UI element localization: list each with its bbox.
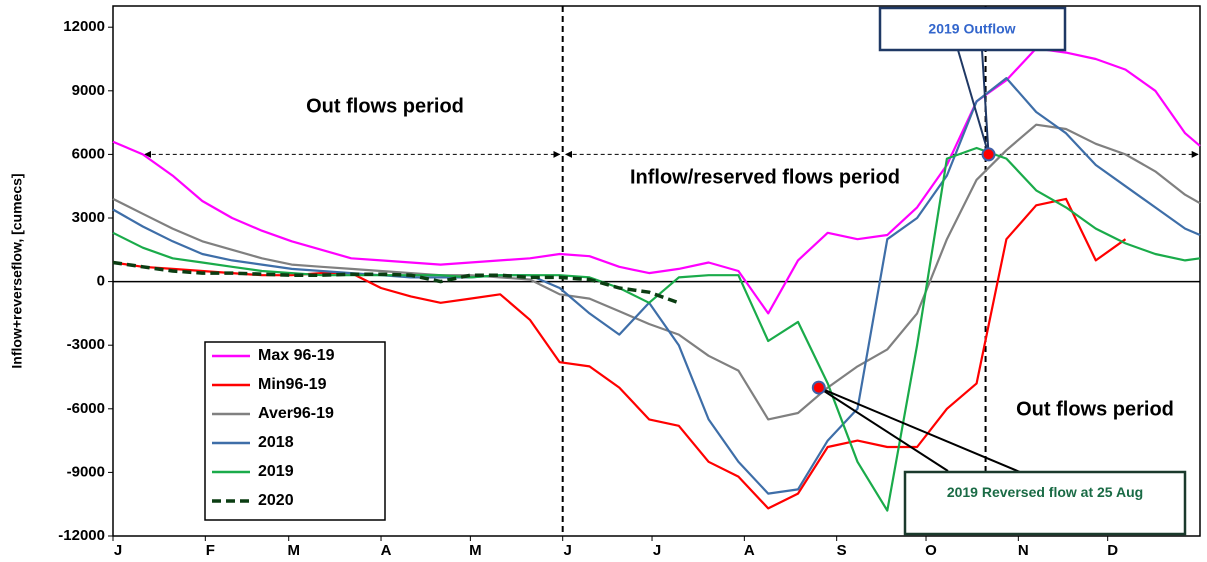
legend-label: 2018	[258, 434, 294, 451]
legend-box	[204, 341, 386, 521]
y-tick-label: 0	[97, 273, 105, 290]
x-tick-label: A	[381, 542, 392, 559]
x-tick-label: A	[744, 542, 755, 559]
x-tick-label: M	[469, 542, 482, 559]
callout-line	[818, 386, 949, 472]
y-tick-label: 3000	[72, 209, 105, 226]
y-axis-label: Inflow+reverseflow, [cumecs]	[9, 173, 25, 368]
y-tick-label: 9000	[72, 82, 105, 99]
annotation-text: 2019 Outflow	[928, 21, 1015, 37]
callout-box	[878, 6, 1067, 52]
period-label: Out flows period	[306, 95, 464, 117]
x-tick-label: F	[206, 542, 215, 559]
legend-label: Min96-19	[258, 376, 327, 393]
series-line	[112, 47, 1201, 315]
series-line	[112, 77, 1201, 495]
callout-line	[981, 49, 990, 155]
y-tick-label: -12000	[58, 527, 105, 544]
annotation-box: 2019 Reversed flow at 25 Aug	[946, 484, 1144, 500]
period-label: Out flows period	[1016, 398, 1174, 420]
x-tick-label: J	[653, 542, 661, 559]
x-tick-label: S	[837, 542, 847, 559]
series-line	[112, 123, 1201, 421]
series-line	[112, 260, 680, 305]
y-tick-label: 6000	[72, 145, 105, 162]
x-tick-label: D	[1107, 542, 1118, 559]
plot-frame	[112, 5, 1201, 537]
callout-line	[818, 386, 1021, 473]
legend-label: 2020	[258, 492, 294, 509]
annotation-text: 2019 Reversed flow at 25 Aug	[946, 484, 1144, 500]
x-tick-label: O	[925, 542, 937, 559]
annotation-marker	[981, 147, 996, 162]
x-tick-label: J	[114, 542, 122, 559]
x-tick-label: J	[564, 542, 572, 559]
legend: Max 96-19 Min96-19 Aver96-19 2018 2019 2020	[204, 341, 386, 521]
legend-label: Aver96-19	[258, 405, 334, 422]
x-tick-label: M	[287, 542, 300, 559]
y-tick-label: -6000	[67, 400, 105, 417]
y-tick-label: -3000	[67, 336, 105, 353]
y-tick-label: 12000	[63, 18, 105, 35]
legend-label: Max 96-19	[258, 347, 335, 364]
annotation-marker	[811, 380, 826, 395]
callout-line	[957, 49, 990, 155]
y-tick-label: -9000	[67, 463, 105, 480]
x-tick-label: N	[1018, 542, 1029, 559]
period-label: Inflow/reserved flows period	[630, 166, 900, 188]
legend-label: 2019	[258, 463, 294, 480]
callout-box	[903, 470, 1187, 536]
